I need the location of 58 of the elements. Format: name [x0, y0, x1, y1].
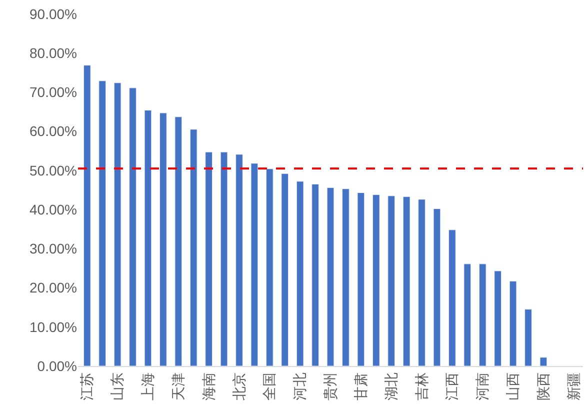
y-tick-label: 10.00% [30, 318, 77, 335]
x-tick-label: 河南 [474, 372, 490, 401]
x-tick-label: 新疆 [565, 372, 582, 401]
bar [205, 152, 212, 366]
bar [312, 184, 319, 366]
x-tick-label: 北京 [230, 372, 247, 401]
y-tick-label: 60.00% [30, 123, 77, 140]
x-tick-label: 贵州 [322, 372, 338, 401]
y-tick-label: 40.00% [30, 201, 77, 218]
x-tick-label: 上海 [140, 372, 156, 401]
bar [448, 230, 456, 366]
bar [98, 80, 106, 366]
y-tick-label: 70.00% [30, 84, 77, 100]
bar [388, 196, 396, 366]
bar [342, 188, 350, 366]
x-tick-label: 天津 [170, 372, 186, 401]
bar [418, 199, 426, 366]
x-tick-label: 陕西 [535, 372, 551, 401]
x-tick-label: 湖北 [382, 372, 399, 401]
bar [160, 112, 167, 366]
bar [494, 270, 502, 366]
bar [144, 110, 152, 366]
bar [509, 280, 517, 366]
y-tick-label: 30.00% [30, 240, 77, 257]
x-tick-label: 江西 [444, 372, 460, 401]
bar [296, 181, 304, 366]
y-tick-label: 80.00% [30, 45, 77, 62]
bar [478, 264, 486, 366]
bar [83, 64, 91, 366]
bar [114, 82, 122, 366]
bar [540, 357, 548, 366]
bar [220, 152, 228, 366]
bar [433, 208, 441, 366]
bar [250, 163, 258, 366]
y-tick-label: 20.00% [30, 280, 77, 296]
x-tick-label: 全国 [261, 372, 278, 401]
bar [524, 309, 532, 366]
bar [357, 192, 365, 366]
x-tick-label: 吉林 [413, 372, 430, 401]
y-tick-label: 50.00% [30, 162, 77, 178]
bar [266, 168, 274, 366]
bar [372, 194, 380, 366]
bar [236, 154, 243, 366]
y-tick-label: 90.00% [30, 6, 77, 22]
bar [190, 129, 198, 366]
y-tick-label: 0.00% [37, 358, 77, 374]
bar [326, 187, 334, 366]
bar [281, 173, 289, 366]
bar [174, 116, 182, 366]
x-tick-label: 山东 [109, 372, 126, 401]
x-tick-label: 河北 [292, 372, 308, 401]
x-tick-label: 山西 [504, 372, 521, 401]
bar [464, 264, 472, 366]
x-tick-label: 海南 [200, 372, 216, 401]
bar [402, 196, 410, 366]
bar [129, 88, 136, 366]
x-tick-label: 甘肃 [352, 372, 368, 401]
x-tick-label: 江苏 [78, 372, 95, 401]
